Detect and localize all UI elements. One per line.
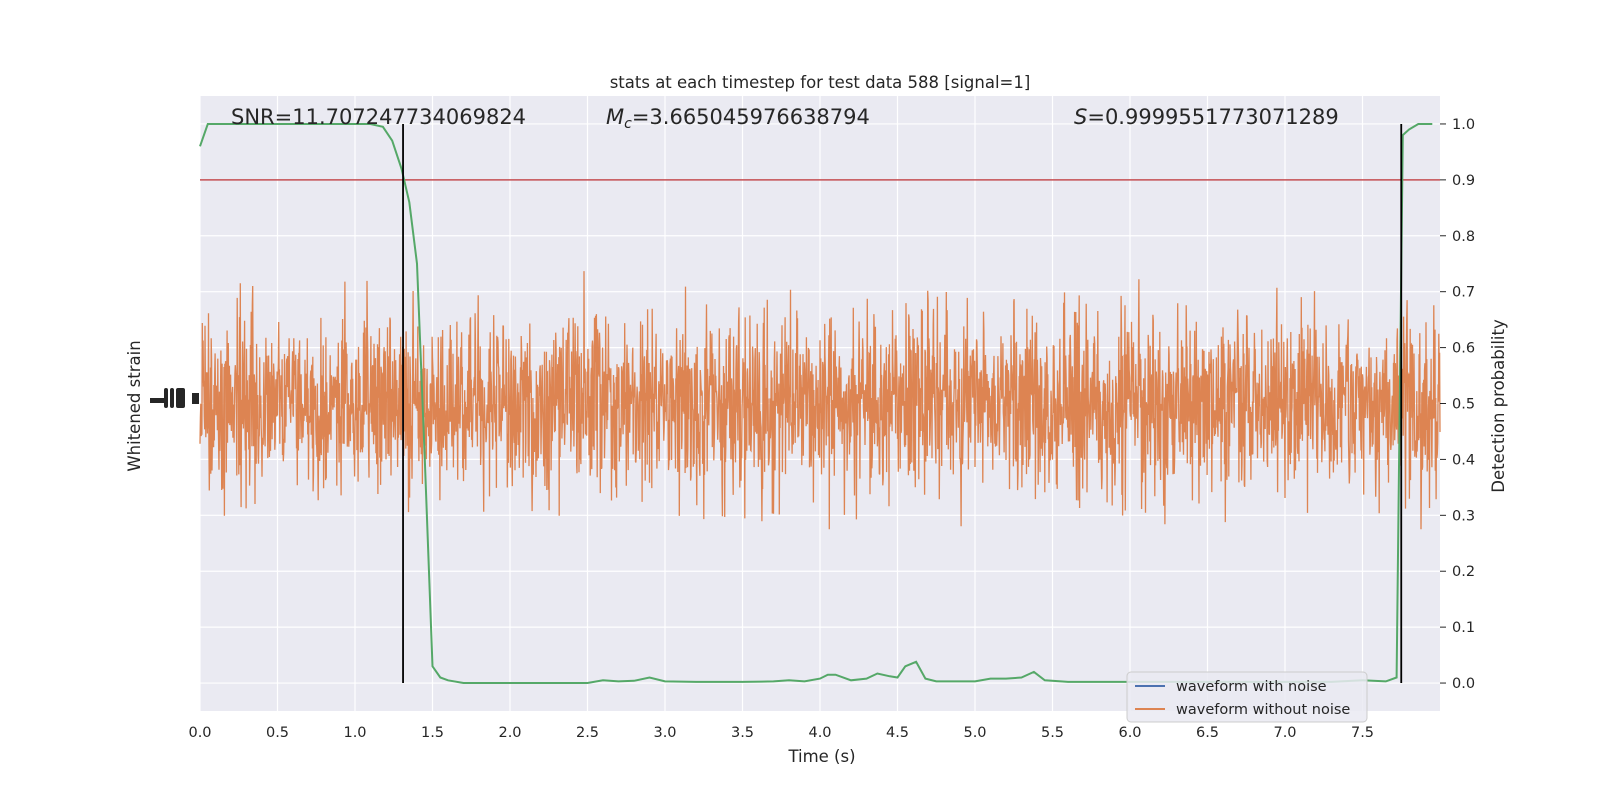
legend-box [1126, 671, 1368, 723]
x-tick-label: 2.0 [498, 725, 521, 741]
y-tick-label: 0.5 [1452, 397, 1475, 413]
y-tick-label: 0.7 [1452, 285, 1475, 301]
x-tick-label: 2.5 [576, 725, 599, 741]
x-tick-label: 1.0 [343, 725, 366, 741]
left-tick-glyph [164, 388, 168, 408]
mc-value: =3.665045976638794 [632, 105, 870, 129]
x-tick-label: 6.0 [1118, 725, 1141, 741]
y-tick-label: 0.8 [1452, 229, 1475, 245]
left-tick-glyph [170, 388, 174, 408]
mc-symbol: M [606, 105, 624, 129]
y-tick-label: 0.2 [1452, 564, 1475, 580]
x-tick-labels: 0.0 0.5 1.0 1.5 2.0 2.5 3.0 3.5 4.0 4.5 5.0 5.5 6.0 6… [188, 725, 1374, 741]
left-tick-glyph [150, 398, 164, 403]
chirp-mass-annotation: Mc=3.665045976638794 [606, 105, 870, 132]
x-tick-label: 4.0 [808, 725, 831, 741]
left-tick-glyph [176, 388, 185, 408]
x-tick-label: 5.0 [963, 725, 986, 741]
y-tick-label: 1.0 [1452, 117, 1475, 133]
y-tick-label: 0.1 [1452, 620, 1475, 636]
legend: waveform with noise waveform without noi… [1126, 671, 1368, 723]
waveform-without-noise [199, 271, 1441, 530]
x-tick-label: 3.5 [731, 725, 754, 741]
noise-trace [199, 271, 1441, 530]
probability-line [199, 123, 1433, 684]
x-tick-label: 5.5 [1041, 725, 1064, 741]
marker-lines [402, 123, 1403, 684]
left-axis-tick-glyphs [150, 388, 199, 408]
mc-subscript: c [624, 116, 632, 132]
y-tick-labels: 0.0 0.1 0.2 0.3 0.4 0.5 0.6 0.7 0.8 0.9 1.0 [1440, 117, 1475, 692]
y-axis-label-right: Detection probability [1489, 319, 1508, 493]
x-tick-label: 0.5 [266, 725, 289, 741]
x-tick-label: 7.0 [1273, 725, 1296, 741]
x-tick-label: 0.0 [188, 725, 211, 741]
legend-label-with-noise: waveform with noise [1176, 679, 1327, 695]
x-tick-label: 6.5 [1196, 725, 1219, 741]
significance-annotation: S=0.9999551773071289 [1074, 105, 1339, 129]
y-tick-label: 0.6 [1452, 341, 1475, 357]
y-tick-label: 0.0 [1452, 676, 1475, 692]
s-value: =0.9999551773071289 [1087, 105, 1338, 129]
x-tick-label: 4.5 [886, 725, 909, 741]
y-tick-label: 0.3 [1452, 508, 1475, 524]
y-axis-label-left: Whitened strain [125, 340, 144, 471]
x-axis-label: Time (s) [787, 747, 855, 766]
x-tick-label: 7.5 [1351, 725, 1374, 741]
snr-annotation: SNR=11.707247734069824 [231, 105, 526, 129]
y-tick-label: 0.4 [1452, 452, 1475, 468]
legend-label-without-noise: waveform without noise [1176, 702, 1350, 718]
left-tick-glyph [192, 393, 199, 404]
chart-title: stats at each timestep for test data 588… [610, 73, 1031, 92]
x-tick-label: 1.5 [421, 725, 444, 741]
y-tick-label: 0.9 [1452, 173, 1475, 189]
x-tick-label: 3.0 [653, 725, 676, 741]
s-symbol: S [1074, 105, 1087, 129]
